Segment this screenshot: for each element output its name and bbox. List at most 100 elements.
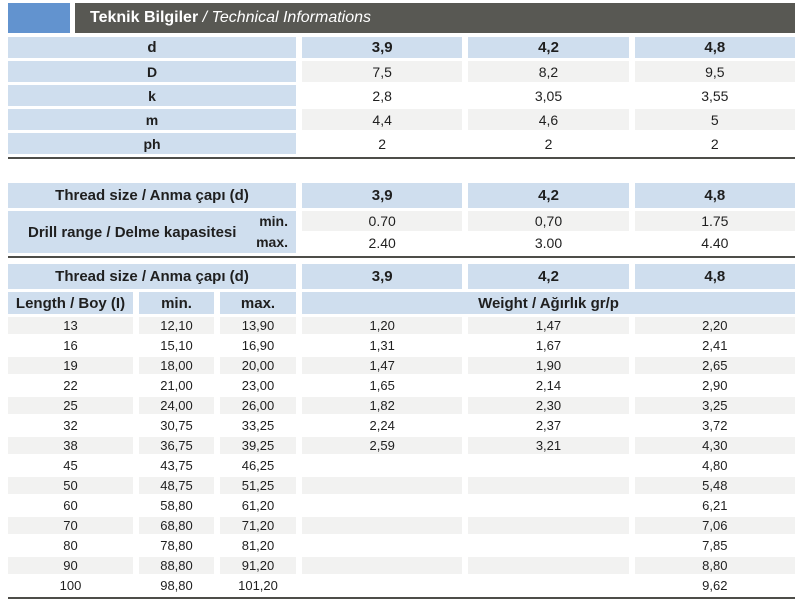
drill-min-value: 0,70 — [468, 211, 629, 231]
min-label: min. — [259, 213, 288, 229]
drill-min-value: 1.75 — [634, 211, 795, 231]
length-value: 70 — [8, 517, 133, 534]
weight-value — [302, 477, 463, 494]
weight-value — [468, 557, 629, 574]
length-value: 50 — [8, 477, 133, 494]
length-max-value: 20,00 — [220, 357, 296, 374]
length-value: 100 — [59, 578, 82, 593]
dimension-value: 5 — [634, 109, 795, 130]
weight-value — [302, 577, 462, 594]
dimension-value: 2 — [544, 135, 553, 152]
weight-value: 3,72 — [702, 418, 728, 433]
drill-min-value: 0.70 — [302, 211, 463, 231]
dimensions-table: d 3,9 4,2 4,8 D 7,5 8,2 9,5 k 2,8 3,05 3,55 m 4,4… — [8, 37, 795, 154]
length-min-value: 36,75 — [139, 437, 214, 454]
size-column-header: 4,8 — [634, 37, 795, 58]
weight-value — [302, 557, 463, 574]
dimension-value: 2 — [378, 135, 387, 152]
title-bar: Teknik Bilgiler / Technical Informations — [8, 3, 795, 33]
length-max-value: 23,00 — [241, 378, 275, 393]
drill-range-label-cell: Drill range / Delme kapasitesi min. max. — [8, 211, 296, 253]
dimension-header-label: d — [8, 37, 296, 58]
length-max-value: 46,25 — [241, 458, 275, 473]
length-max-value: 16,90 — [241, 338, 275, 353]
weight-value: 2,30 — [468, 397, 629, 414]
length-value: 25 — [8, 397, 133, 414]
length-max-value: 39,25 — [220, 437, 296, 454]
weight-value — [302, 457, 462, 474]
length-min-value: 30,75 — [160, 418, 193, 433]
weight-value: 2,90 — [702, 378, 728, 393]
weight-value — [302, 497, 462, 514]
length-max-value: 101,20 — [238, 578, 278, 593]
dimension-value: 4,6 — [468, 109, 629, 130]
length-max-value: 33,25 — [241, 418, 275, 433]
weight-value — [468, 477, 629, 494]
size-column-header: 3,9 — [302, 183, 463, 208]
page-title-english: / Technical Informations — [198, 9, 372, 26]
dimension-row-label: ph — [8, 133, 296, 154]
weight-value: 1,82 — [302, 397, 463, 414]
weight-value: 1,47 — [468, 317, 629, 334]
weight-value: 4,80 — [702, 458, 728, 473]
weight-value: 7,85 — [702, 538, 728, 553]
length-value: 16 — [63, 338, 78, 353]
length-value: 80 — [63, 538, 78, 553]
section-divider — [8, 256, 795, 258]
length-max-value: 13,90 — [220, 317, 296, 334]
length-min-value: 88,80 — [139, 557, 214, 574]
length-min-value: 68,80 — [139, 517, 214, 534]
accent-square — [8, 3, 70, 33]
weight-value: 5,48 — [634, 477, 795, 494]
weight-value: 1,90 — [468, 357, 629, 374]
weight-value: 4,30 — [634, 437, 795, 454]
drill-max-value: 4.40 — [701, 235, 729, 251]
length-min-value: 48,75 — [139, 477, 214, 494]
weight-value: 1,47 — [302, 357, 463, 374]
weight-table-body: 13 12,10 13,90 1,20 1,47 2,20 16 15,10 16,90 1,31… — [8, 317, 795, 594]
weight-value — [302, 517, 463, 534]
length-value: 38 — [8, 437, 133, 454]
length-min-value: 15,10 — [160, 338, 193, 353]
weight-value: 9,62 — [702, 578, 728, 593]
size-column-header: 3,9 — [302, 264, 463, 289]
dimension-value: 7,5 — [302, 61, 463, 82]
length-value: 90 — [8, 557, 133, 574]
length-min-value: 12,10 — [139, 317, 214, 334]
weight-value: 1,65 — [369, 378, 395, 393]
size-column-header: 4,2 — [468, 37, 629, 58]
weight-table-header: Thread size / Anma çapı (d) 3,9 4,2 4,8 — [8, 264, 795, 289]
weight-value: 2,65 — [634, 357, 795, 374]
drill-max-value: 3.00 — [534, 235, 563, 251]
weight-value: 2,59 — [302, 437, 463, 454]
length-max-value: 26,00 — [220, 397, 296, 414]
drill-table-header: Thread size / Anma çapı (d) 3,9 4,2 4,8 — [8, 183, 795, 208]
weight-value — [468, 537, 628, 554]
weight-value — [302, 537, 462, 554]
min-max-labels: min. max. — [256, 211, 288, 253]
weight-table-subheader: Length / Boy (I) min. max. Weight / Ağır… — [8, 292, 795, 314]
dimension-value: 2 — [710, 135, 719, 152]
dimension-row-label: k — [8, 85, 296, 106]
length-max-value: 51,25 — [220, 477, 296, 494]
weight-value: 3,25 — [634, 397, 795, 414]
dimension-row-label: m — [8, 109, 296, 130]
dimension-value: 3,05 — [534, 87, 563, 104]
weight-value: 2,41 — [702, 338, 728, 353]
dimension-value: 3,55 — [701, 87, 729, 104]
weight-value: 2,24 — [369, 418, 395, 433]
min-column-header: min. — [139, 292, 214, 314]
drill-table-body: Drill range / Delme kapasitesi min. max.… — [8, 211, 795, 253]
length-min-value: 58,80 — [160, 498, 193, 513]
length-value: 19 — [8, 357, 133, 374]
length-min-value: 24,00 — [139, 397, 214, 414]
length-min-value: 18,00 — [139, 357, 214, 374]
weight-value: 1,31 — [369, 338, 395, 353]
size-column-header: 4,8 — [634, 264, 795, 289]
page-title: Teknik Bilgiler / Technical Informations — [75, 3, 795, 33]
length-value: 13 — [8, 317, 133, 334]
weight-value: 8,80 — [634, 557, 795, 574]
dimension-value: 9,5 — [634, 61, 795, 82]
dimension-value: 4,4 — [302, 109, 463, 130]
